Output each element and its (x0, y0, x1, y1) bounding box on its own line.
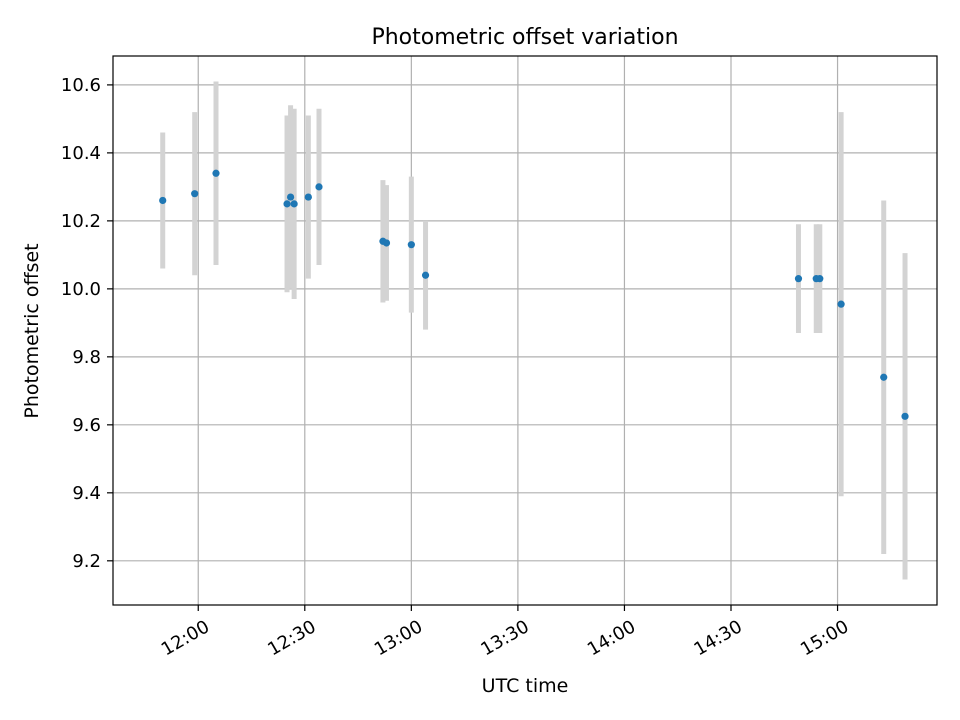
y-axis: 9.2 9.4 9.6 9.8 10.0 10.2 10.4 10.6 (61, 75, 113, 572)
data-point (407, 241, 415, 249)
data-point (421, 271, 430, 279)
data-point (880, 373, 888, 381)
data-point (304, 193, 312, 201)
data-point (816, 275, 824, 283)
data-point (794, 275, 803, 283)
data-point (191, 190, 199, 198)
y-tick-label: 9.2 (72, 551, 101, 572)
y-tick-label: 9.6 (72, 415, 101, 436)
chart-title: Photometric offset variation (371, 25, 678, 50)
data-point (382, 239, 391, 247)
data-points (159, 169, 909, 420)
plot-frame (112, 55, 938, 606)
data-point (159, 196, 167, 205)
y-tick-label: 9.8 (72, 347, 101, 368)
data-point (283, 200, 291, 208)
y-tick-label: 10.0 (61, 279, 101, 300)
y-tick-label: 10.4 (61, 143, 101, 164)
y-tick-label: 10.2 (61, 211, 101, 232)
data-point (212, 169, 220, 177)
grid (113, 56, 937, 605)
y-tick-label: 10.6 (61, 75, 101, 96)
data-point (901, 412, 909, 420)
data-point (315, 183, 323, 191)
data-point (290, 200, 298, 208)
y-tick-label: 9.4 (72, 483, 101, 504)
x-axis-label: UTC time (482, 675, 569, 697)
y-axis-label: Photometric offset (21, 243, 43, 418)
data-point (837, 300, 845, 308)
data-point (286, 193, 295, 201)
